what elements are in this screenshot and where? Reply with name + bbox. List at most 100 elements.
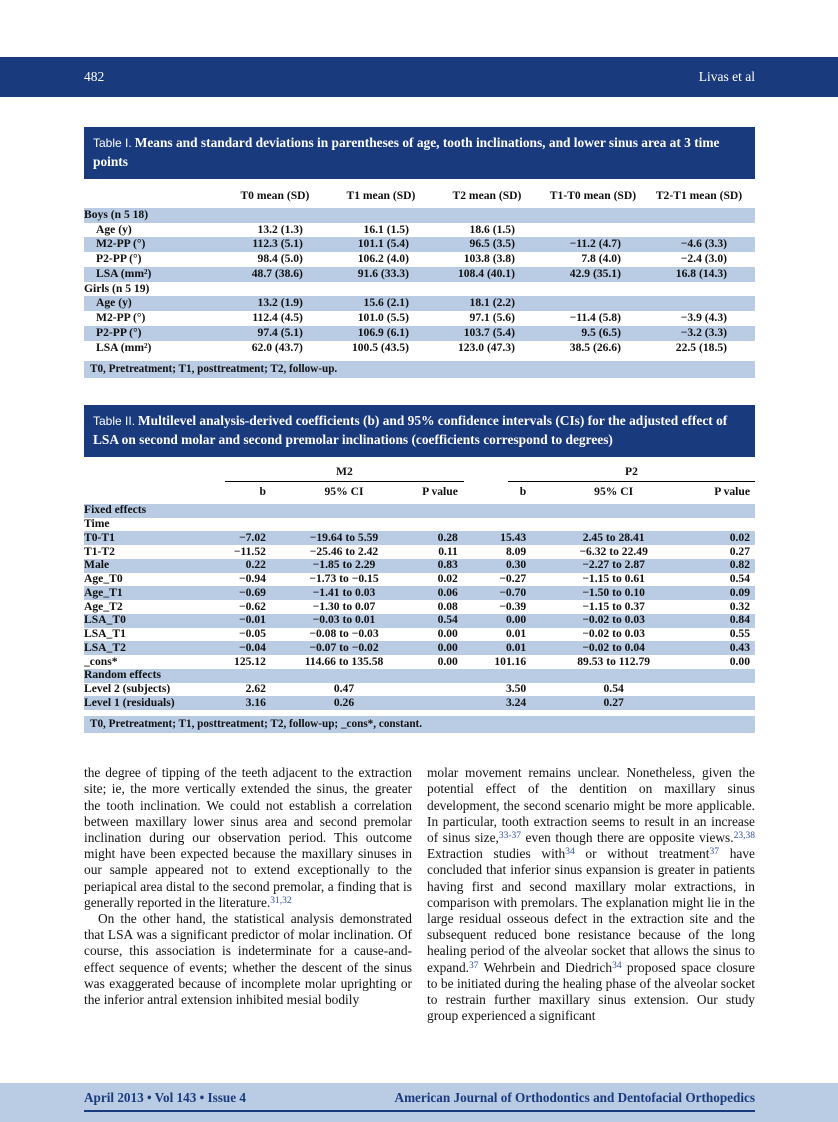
data-cell: −19.64 to 5.59 — [281, 531, 407, 546]
data-cell: 0.84 — [671, 613, 755, 628]
table-row: LSA_T1 −0.05 −0.08 to −0.03 0.00 0.01 −0.02 t… — [84, 628, 755, 642]
row-label: Level 2 (subjects) — [84, 682, 171, 696]
data-cell — [543, 223, 649, 238]
row-label: M2-PP (°) — [96, 311, 146, 325]
table-row: P2-PP (°) 98.4 (5.0) 106.2 (4.0) 103.8 (3.8… — [84, 252, 755, 267]
data-cell: 0.00 — [437, 655, 458, 668]
data-cell: 0.02 — [437, 572, 458, 586]
data-cell: 103.7 (5.4) — [436, 325, 543, 341]
row-label: Random effects — [84, 668, 225, 683]
data-cell — [648, 296, 755, 312]
table-1-title: Table I. Means and standard deviations in… — [84, 127, 755, 180]
data-cell: 0.55 — [729, 627, 750, 641]
table-2: M2 P2 b 95% CI P value b 95% CI P value Fixed ef… — [84, 464, 755, 711]
data-cell — [671, 696, 755, 711]
citation-ref[interactable]: 37 — [709, 847, 719, 858]
citation-ref[interactable]: 37 — [469, 960, 479, 971]
spacer-cell — [84, 464, 225, 482]
data-cell: −0.07 to −0.02 — [281, 641, 407, 656]
data-cell: 0.11 — [438, 545, 458, 558]
row-label: Age_T0 — [84, 572, 123, 586]
data-cell: 91.6 (33.3) — [330, 266, 437, 282]
column-header: T2 mean (SD) — [452, 189, 522, 203]
data-cell: 0.00 — [479, 613, 541, 628]
data-cell: 0.00 — [729, 655, 750, 668]
data-cell: 112.4 (4.5) — [252, 311, 303, 325]
data-cell: 0.54 — [729, 572, 750, 586]
data-cell — [281, 668, 407, 683]
table-row: LSA (mm²) 48.7 (38.6) 91.6 (33.3) 108.4 (40… — [84, 266, 755, 282]
data-cell: 0.54 — [603, 682, 624, 696]
data-cell: −0.03 to 0.01 — [281, 613, 407, 628]
text-column-left: the degree of tipping of the teeth adjac… — [84, 765, 412, 1024]
data-cell — [649, 223, 755, 238]
data-cell: 0.01 — [479, 641, 541, 656]
data-cell — [406, 668, 480, 683]
table-2-footnote: T0, Pretreatment; T1, posttreatment; T2,… — [84, 716, 755, 734]
citation-ref[interactable]: 34 — [612, 960, 622, 971]
paragraph: the degree of tipping of the teeth adjac… — [84, 765, 412, 910]
data-cell: 0.28 — [406, 531, 480, 546]
row-label: P2-PP (°) — [96, 252, 142, 266]
issue-info: April 2013 • Vol 143 • Issue 4 — [84, 1090, 247, 1105]
table-2-block: Table II. Multilevel analysis-derived coe… — [84, 405, 755, 734]
data-cell: 0.08 — [437, 600, 458, 613]
data-cell: −0.69 — [224, 586, 282, 601]
table-row: P2-PP (°) 97.4 (5.1) 106.9 (6.1) 103.7 (5.4… — [84, 325, 755, 341]
column-header: b — [259, 485, 266, 499]
data-cell: −0.02 to 0.04 — [540, 641, 672, 656]
data-cell: 13.2 (1.3) — [257, 222, 303, 236]
data-cell: −1.15 to 0.61 — [582, 572, 645, 586]
row-label: _cons* — [84, 655, 118, 668]
table-1-block: Table I. Means and standard deviations in… — [84, 127, 755, 379]
data-cell: 0.00 — [437, 627, 458, 641]
row-label: T1-T2 — [84, 545, 115, 558]
data-cell: −0.05 — [239, 627, 266, 641]
citation-ref[interactable]: 34 — [565, 847, 575, 858]
data-cell: −0.02 to 0.03 — [540, 613, 672, 628]
data-cell — [540, 668, 672, 683]
data-cell: −2.4 (3.0) — [680, 252, 727, 266]
row-label: Age_T2 — [84, 600, 123, 613]
column-header: 95% CI — [324, 485, 364, 499]
data-cell: 62.0 (43.7) — [251, 340, 303, 354]
running-author: Livas et al — [698, 69, 755, 84]
data-cell: −4.6 (3.3) — [648, 237, 755, 253]
data-cell: 97.1 (5.6) — [469, 311, 515, 325]
table-row: Age (y) 13.2 (1.9) 15.6 (2.1) 18.1 (2.2) — [84, 296, 755, 312]
data-cell: −11.4 (5.8) — [569, 311, 621, 325]
data-cell — [543, 282, 649, 297]
data-cell: 0.27 — [729, 545, 750, 558]
citation-ref[interactable]: 33-37 — [498, 830, 522, 841]
data-cell — [224, 668, 282, 683]
data-cell — [479, 503, 541, 518]
table-1: T0 mean (SD) T1 mean (SD) T2 mean (SD) T1-T… — [84, 186, 755, 355]
data-cell: 101.1 (5.4) — [330, 237, 437, 253]
column-header: T0 mean (SD) — [240, 189, 310, 203]
table-2-title: Table II. Multilevel analysis-derived coe… — [84, 405, 755, 458]
data-cell: 0.26 — [281, 696, 407, 711]
row-label: Age (y) — [84, 296, 225, 312]
data-cell: 42.9 (35.1) — [542, 266, 649, 282]
data-cell: −3.9 (4.3) — [680, 311, 727, 325]
table-row: Level 1 (residuals) 3.16 0.26 3.24 0.27 — [84, 696, 755, 711]
column-header — [84, 482, 225, 504]
citation-ref[interactable]: 23,38 — [733, 830, 755, 841]
data-cell: −3.2 (3.3) — [648, 325, 755, 341]
row-label: Age (y) — [96, 222, 132, 236]
data-cell — [436, 207, 543, 223]
data-cell: 123.0 (47.3) — [457, 340, 515, 354]
data-cell — [540, 503, 672, 518]
page-number: 482 — [84, 69, 105, 84]
data-cell: −1.15 to 0.37 — [582, 600, 645, 613]
text-column-right: molar movement remains unclear. Nonethel… — [427, 765, 755, 1024]
data-cell: 103.8 (3.8) — [463, 252, 515, 266]
citation-ref[interactable]: 31,32 — [270, 895, 292, 906]
data-cell — [281, 503, 407, 518]
data-cell: 89.53 to 112.79 — [577, 655, 651, 668]
data-cell — [330, 207, 437, 223]
group-row: Fixed effects — [84, 503, 755, 518]
table-row: _cons* 125.12 114.66 to 135.58 0.00 101.16 89… — [84, 655, 755, 669]
data-cell: −1.85 to 2.29 — [281, 558, 407, 573]
data-cell: 0.01 — [505, 627, 527, 641]
